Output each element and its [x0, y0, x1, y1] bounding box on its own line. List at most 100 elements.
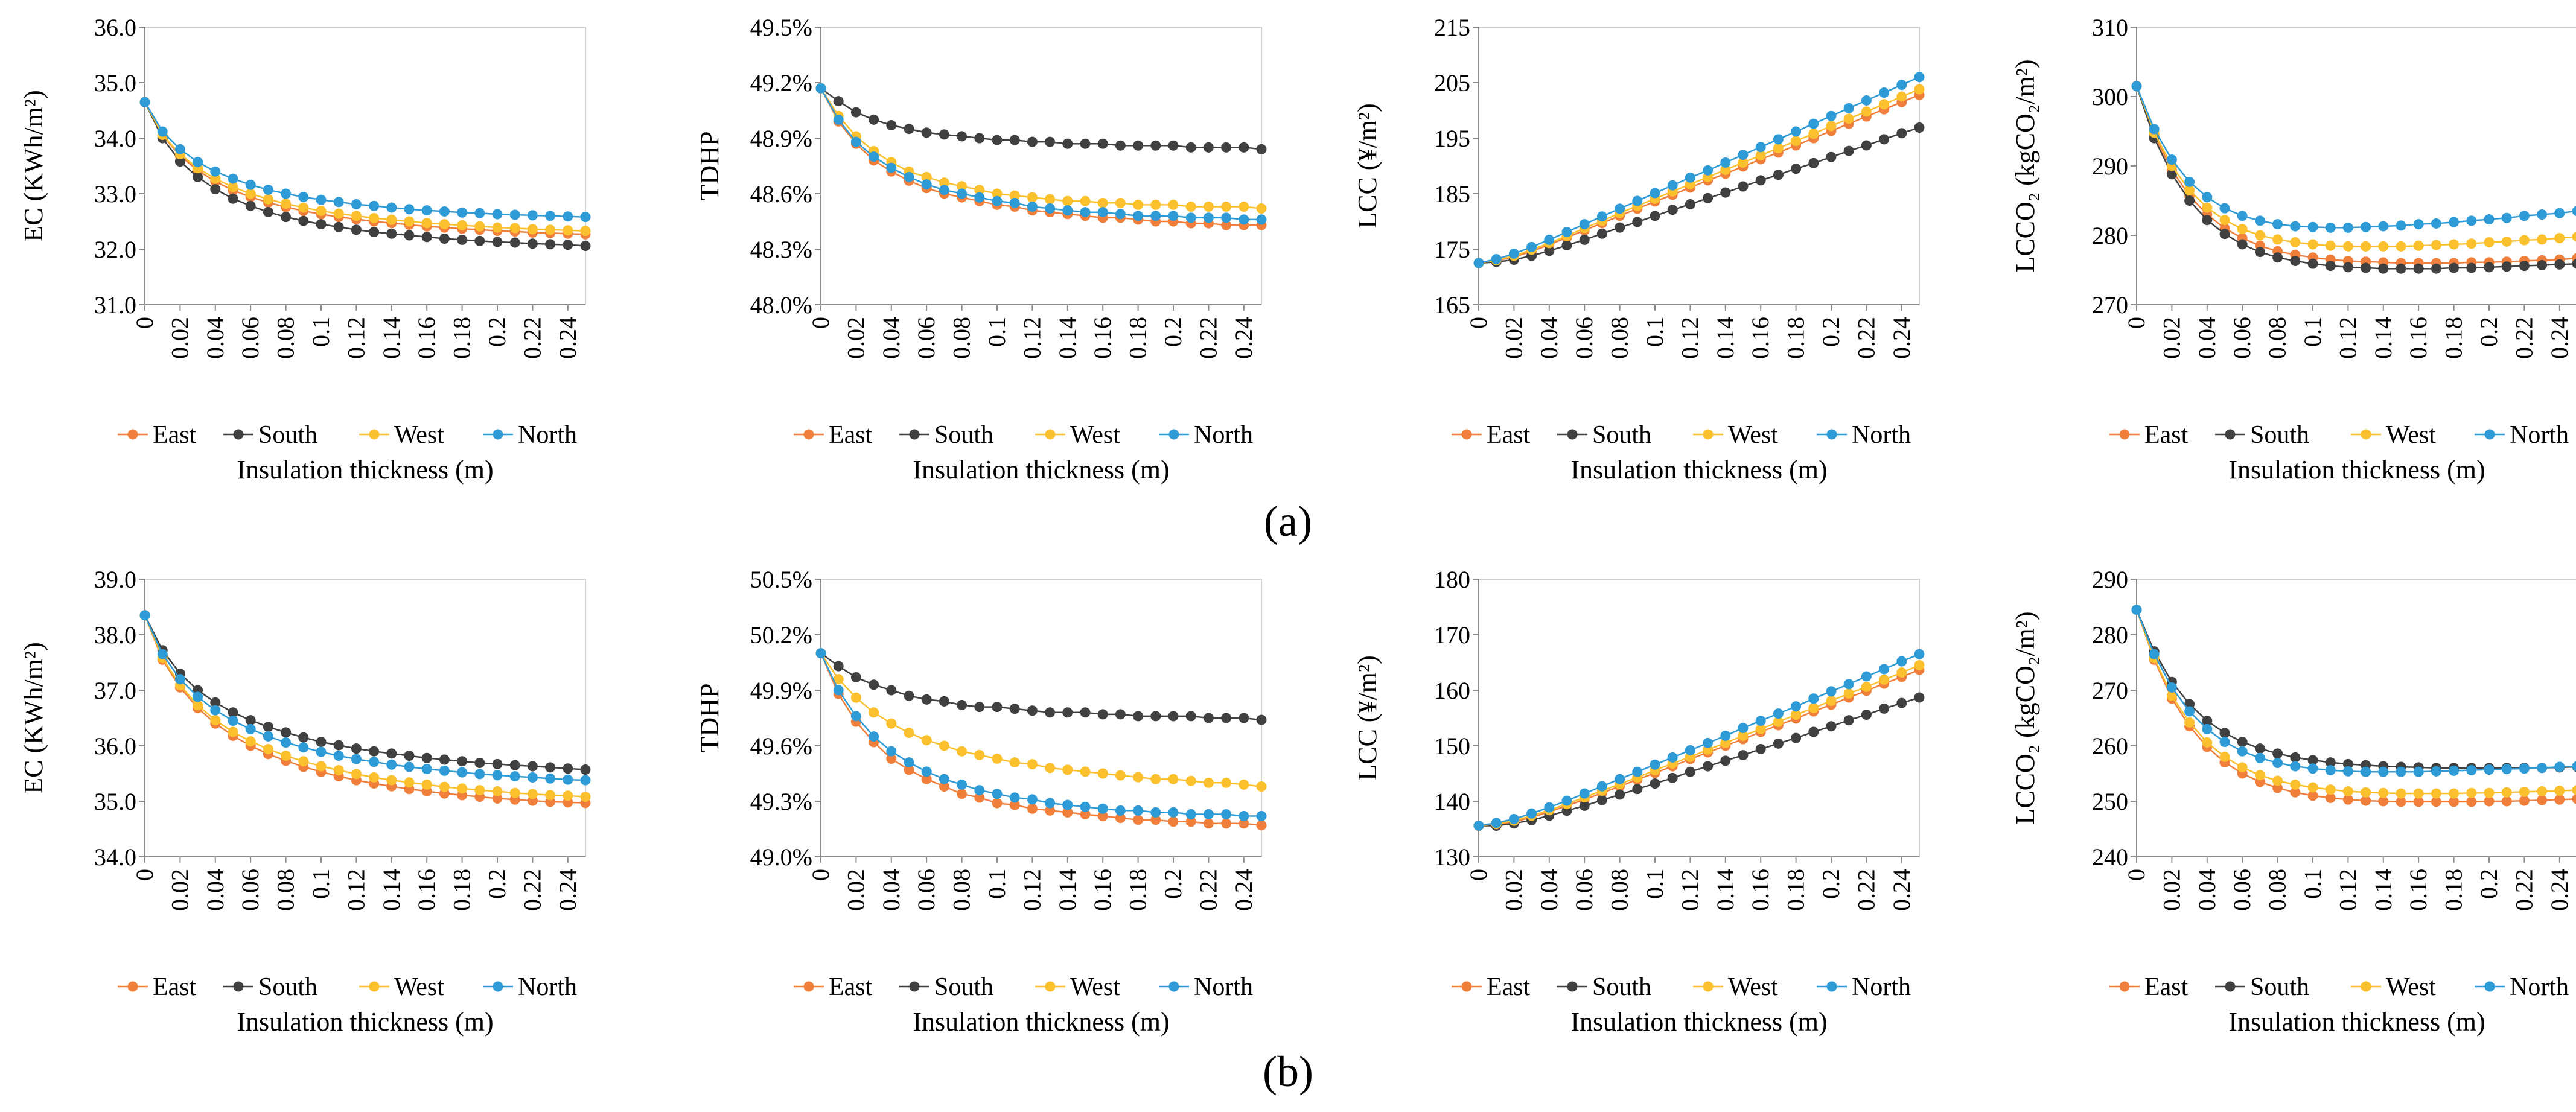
legend-item-south: South	[223, 973, 317, 1001]
x-tick-label: 0.22	[518, 317, 546, 359]
data-point	[992, 195, 1003, 206]
data-point	[1896, 667, 1907, 678]
y-tick-label: 165	[1434, 291, 1470, 319]
x-tick-label: 0.24	[554, 869, 581, 911]
x-tick-label: 0.02	[2158, 317, 2185, 359]
data-point	[1738, 157, 1749, 168]
data-point	[2219, 215, 2230, 226]
data-point	[1080, 138, 1091, 149]
data-point	[1667, 752, 1678, 763]
data-point	[2431, 263, 2441, 274]
data-point	[386, 228, 397, 239]
data-point	[1115, 770, 1126, 781]
data-point	[298, 202, 309, 213]
data-point	[1650, 188, 1660, 199]
data-point	[369, 772, 380, 783]
x-tick-label: 0.16	[1089, 869, 1116, 911]
data-point	[1632, 766, 1643, 777]
series-west	[2131, 81, 2576, 252]
data-point	[1615, 789, 1625, 800]
legend-item-north: North	[2475, 973, 2569, 1001]
data-point	[2325, 222, 2336, 233]
series-south	[815, 83, 1267, 154]
y-tick-label: 140	[1434, 788, 1470, 815]
data-point	[2290, 779, 2301, 790]
data-point	[1097, 768, 1108, 779]
data-point	[2378, 766, 2389, 777]
data-point	[1667, 205, 1678, 215]
y-tick-label: 150	[1434, 732, 1470, 760]
data-point	[492, 237, 503, 247]
data-point	[904, 728, 914, 739]
data-point	[2184, 195, 2195, 206]
data-point	[1256, 144, 1267, 154]
legend: East South West North	[2109, 973, 2569, 1001]
data-point	[2466, 764, 2477, 775]
data-point	[193, 171, 203, 182]
data-point	[2202, 716, 2213, 726]
data-point	[1773, 738, 1784, 749]
legend-label: South	[258, 973, 317, 1001]
series-west	[1473, 84, 1925, 268]
x-tick-label: 0	[807, 317, 834, 329]
data-point	[1097, 138, 1108, 149]
data-point	[2290, 761, 2301, 772]
data-point	[1843, 113, 1854, 124]
data-point	[2484, 262, 2495, 273]
x-tick-label: 0	[807, 869, 834, 881]
data-point	[563, 211, 573, 222]
legend-item-west: West	[1035, 421, 1120, 449]
data-point	[351, 199, 362, 209]
data-point	[1596, 211, 1607, 222]
data-point	[1703, 165, 1714, 176]
x-tick-label: 0.2	[1817, 869, 1844, 899]
x-tick-label: 0.2	[483, 317, 511, 347]
series-line	[820, 652, 1262, 787]
x-tick-label: 0	[1465, 317, 1492, 329]
data-point	[580, 775, 591, 786]
data-point	[904, 124, 914, 135]
data-point	[1544, 234, 1555, 245]
legend-label: West	[1070, 421, 1120, 449]
data-point	[2572, 232, 2576, 242]
data-point	[2342, 786, 2353, 796]
x-tick-label: 0.08	[2264, 869, 2291, 911]
data-point	[1650, 759, 1660, 770]
data-point	[1062, 707, 1073, 718]
data-point	[439, 206, 450, 217]
data-point	[2254, 752, 2265, 763]
legend-item-east: East	[2109, 421, 2189, 449]
x-tick-label: 0	[131, 317, 158, 329]
data-point	[2361, 795, 2371, 806]
data-point	[1203, 713, 1214, 723]
data-point	[2254, 743, 2265, 754]
data-point	[1221, 818, 1232, 829]
data-point	[1097, 197, 1108, 208]
series-south	[2131, 81, 2576, 274]
legend-marker	[1826, 981, 1837, 992]
y-tick-label: 205	[1434, 69, 1470, 97]
data-point	[2166, 169, 2177, 180]
data-point	[1896, 697, 1907, 708]
data-point	[474, 758, 485, 769]
x-tick-label: 0.24	[554, 317, 581, 359]
data-point	[886, 746, 897, 757]
data-point	[1080, 195, 1091, 206]
legend-marker	[1567, 981, 1578, 992]
data-point	[1185, 775, 1196, 786]
data-point	[1632, 195, 1643, 206]
x-axis-title: Insulation thickness (m)	[913, 1007, 1169, 1037]
data-point	[1596, 228, 1607, 239]
data-point	[228, 707, 238, 718]
data-point	[1808, 693, 1819, 704]
data-point	[2519, 786, 2530, 797]
legend-marker	[493, 429, 503, 440]
data-point	[1203, 212, 1214, 223]
y-axis-title: EC (KWh/m²)	[19, 642, 48, 793]
x-axis-title: Insulation thickness (m)	[1570, 1007, 1827, 1037]
data-point	[2184, 176, 2195, 187]
legend-label: East	[1487, 421, 1531, 449]
data-point	[1239, 214, 1249, 225]
data-point	[1720, 737, 1731, 748]
data-point	[1080, 801, 1091, 812]
